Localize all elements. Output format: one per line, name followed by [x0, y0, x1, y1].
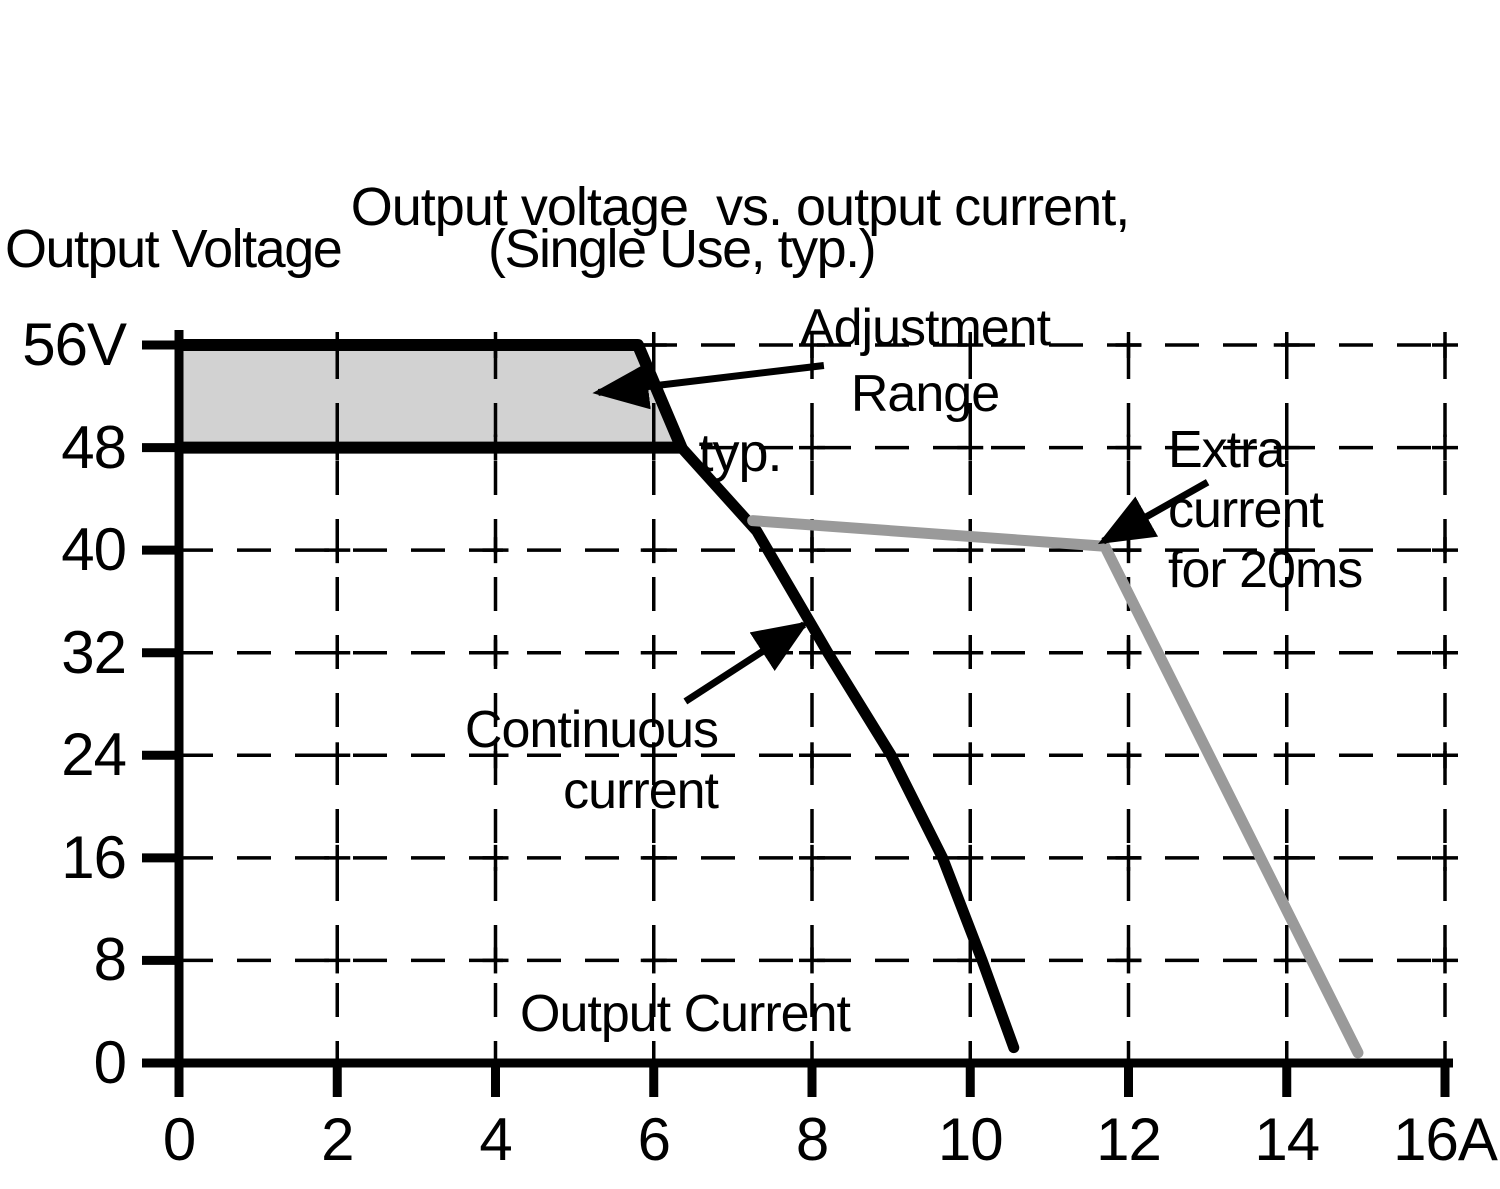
- y-tick-label: 24: [61, 721, 127, 789]
- annotation-extra-current: Extra current for 20ms: [1168, 420, 1488, 600]
- x-tick-label: 12: [1096, 1106, 1162, 1173]
- chart-title-line1: Output voltage vs. output current,: [350, 177, 1130, 237]
- annotation-extra-current-line2: current: [1168, 481, 1324, 539]
- annotation-arrows: [592, 362, 1210, 705]
- x-axis-title: Output Current: [520, 985, 851, 1043]
- x-tick-label: 0: [162, 1106, 196, 1173]
- y-tick-label: 32: [61, 618, 127, 686]
- x-tick-label: 8: [795, 1106, 829, 1173]
- x-tick-label: 4: [479, 1106, 512, 1173]
- gridlines: [179, 343, 1447, 1063]
- annotation-continuous-current-line1: Continuous: [464, 701, 719, 759]
- annotation-adjustment-range: Adjustment Range: [675, 295, 1175, 427]
- y-tick-label: 56V: [22, 311, 127, 378]
- axes: [142, 330, 1453, 1097]
- x-tick-label: 6: [637, 1106, 671, 1173]
- continuous-current-arrow: [683, 621, 810, 705]
- annotation-continuous-current-line2: current: [563, 762, 719, 820]
- adjustment-band-fill: [179, 345, 682, 448]
- y-tick-label: 48: [61, 413, 127, 481]
- annotation-continuous-current: Continuous current: [418, 700, 719, 822]
- x-tick-label: 10: [937, 1106, 1004, 1173]
- series-extra-current-for-20ms: [747, 515, 1364, 1059]
- adjustment-band: [179, 345, 682, 448]
- annotation-adjustment-range-line2: Range: [850, 365, 1000, 423]
- y-axis-note: (Single Use, typ.): [488, 219, 877, 279]
- extra-current-arrow: [1097, 479, 1210, 545]
- series-curves: [632, 339, 1364, 1059]
- x-tick-label: 2: [321, 1106, 354, 1173]
- chart-title: Output voltage vs. output current, typ.: [0, 2, 1480, 658]
- annotation-extra-current-line3: for 20ms: [1168, 541, 1363, 599]
- y-tick-label: 8: [93, 926, 127, 994]
- y-tick-label: 40: [61, 516, 127, 584]
- x-tick-label: 16A: [1393, 1106, 1498, 1173]
- x-tick-label: 14: [1254, 1106, 1320, 1173]
- y-tick-label: 0: [93, 1029, 127, 1096]
- annotation-extra-current-line1: Extra: [1168, 421, 1285, 479]
- y-axis-title: Output Voltage: [5, 219, 343, 279]
- chart-title-line2: typ.: [698, 423, 782, 483]
- adjustment-range-arrow: [592, 362, 825, 410]
- y-tick-label: 16: [61, 823, 127, 891]
- series-continuous-current: [632, 339, 1020, 1054]
- annotation-adjustment-range-line1: Adjustment: [799, 299, 1051, 357]
